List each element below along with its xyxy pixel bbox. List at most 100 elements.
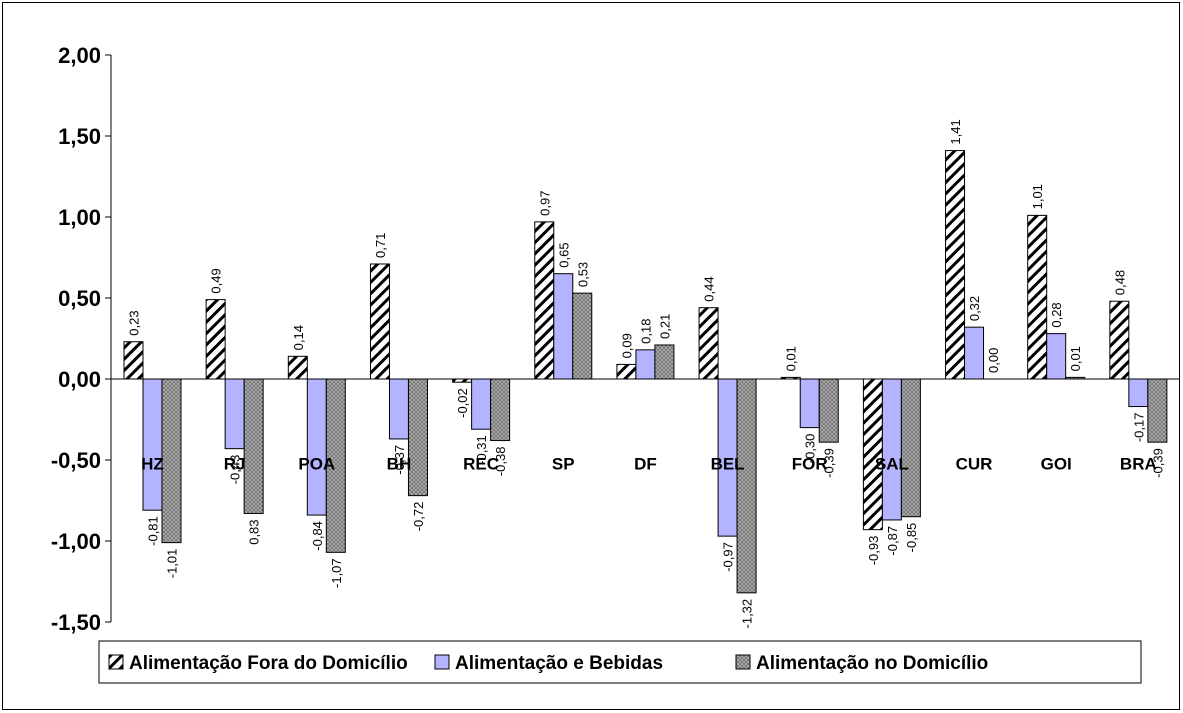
bar [1046, 333, 1067, 380]
y-tick-label: -1,00 [51, 529, 101, 554]
bar [407, 378, 428, 497]
bar [1065, 376, 1086, 380]
axes: 2,00 1,50 1,00 0,50 0,00 -0,50 -1,00 -1,50 [51, 43, 1179, 635]
data-label: 0,01 [1068, 346, 1083, 371]
data-labels: 0,23 0,49 0,14 0,71 -0,02 0,97 0,09 0,44 0,01 -0,… [127, 119, 1166, 628]
bar [1128, 378, 1149, 408]
data-label: -0,72 [411, 502, 426, 532]
category-label: BH [387, 455, 412, 474]
category-label: FOR [792, 455, 828, 474]
bar [471, 378, 492, 430]
bar [490, 378, 511, 442]
bar [818, 378, 839, 443]
data-label: 1,01 [1030, 184, 1045, 209]
legend-swatch [108, 654, 124, 670]
data-label: 0,21 [657, 314, 672, 339]
data-label: 0,48 [1112, 270, 1127, 295]
bar [654, 344, 675, 380]
category-label: DF [634, 455, 657, 474]
data-label: -0,39 [822, 448, 837, 478]
data-label: -0,85 [904, 523, 919, 553]
data-label: 0,14 [291, 325, 306, 350]
data-label: 0,23 [127, 310, 142, 335]
legend-label: Alimentação e Bebidas [455, 653, 663, 674]
bar [799, 378, 820, 429]
y-tick-label: 2,00 [58, 43, 101, 68]
legend-label: Alimentação Fora do Domicílio [129, 653, 408, 674]
category-labels: HZ RJ POA BH REC SP DF BEL FOR SAL CUR GOI BRA [141, 455, 1157, 474]
bar [161, 378, 182, 544]
category-label: HZ [141, 455, 164, 474]
data-label: -0,31 [474, 435, 489, 465]
bar [1147, 378, 1168, 443]
bar [123, 341, 144, 380]
data-label: -0,39 [1150, 448, 1165, 478]
bar [243, 378, 264, 514]
data-label: 0,65 [556, 242, 571, 267]
data-label: -0,17 [1131, 413, 1146, 443]
data-label: -0,37 [392, 445, 407, 475]
legend-swatch [434, 654, 450, 670]
data-label: 0,83 [247, 519, 262, 544]
data-label: -0,97 [721, 542, 736, 572]
data-label: 1,41 [948, 119, 963, 144]
y-tick-label: 0,50 [58, 286, 101, 311]
bar [224, 378, 245, 450]
y-tick-label: -0,50 [51, 448, 101, 473]
y-tick-label: 0,00 [58, 367, 101, 392]
data-label: 0,44 [702, 276, 717, 301]
data-label: -1,07 [329, 558, 344, 588]
bar [306, 378, 327, 516]
bar [325, 378, 346, 553]
category-label: REC [463, 455, 499, 474]
category-label: GOI [1041, 455, 1072, 474]
bar [287, 355, 308, 380]
y-tick-label: 1,50 [58, 124, 101, 149]
bar [945, 150, 966, 380]
bar [736, 378, 757, 594]
bar [1109, 300, 1130, 380]
data-label: 0,53 [575, 262, 590, 287]
bar [780, 376, 801, 380]
data-label: -1,32 [740, 599, 755, 629]
bar [553, 273, 574, 380]
bar [616, 363, 637, 380]
category-label: CUR [956, 455, 993, 474]
bar [388, 378, 409, 440]
data-label: 0,97 [537, 191, 552, 216]
bar [572, 292, 593, 380]
category-label: BEL [711, 455, 745, 474]
bar [1027, 214, 1048, 380]
legend: Alimentação Fora do Domicílio Alimentação… [98, 640, 1142, 684]
category-label: BRA [1120, 455, 1157, 474]
legend-label: Alimentação no Domicílio [756, 653, 988, 674]
bar [881, 378, 902, 521]
bar [964, 326, 985, 380]
data-label: 0,00 [986, 348, 1001, 373]
y-tick-label: -1,50 [51, 610, 101, 635]
data-label: 0,71 [373, 233, 388, 258]
data-label: 0,49 [209, 268, 224, 293]
bar [900, 378, 921, 518]
bar [452, 378, 473, 383]
legend-swatch [735, 654, 751, 670]
category-label: POA [298, 455, 335, 474]
data-label: -0,81 [146, 516, 161, 546]
data-label: -0,84 [310, 521, 325, 551]
data-label: -0,43 [228, 455, 243, 485]
data-label: -0,30 [803, 434, 818, 464]
category-label: SP [552, 455, 575, 474]
data-label: -1,01 [165, 549, 180, 579]
data-label: 0,32 [967, 296, 982, 321]
category-label: SAL [875, 455, 909, 474]
bar [635, 349, 656, 380]
data-label: 0,01 [784, 346, 799, 371]
bar [369, 263, 390, 380]
data-label: -0,93 [866, 536, 881, 566]
legend-box [98, 640, 1142, 684]
data-label: -0,87 [885, 526, 900, 556]
bar [698, 307, 719, 380]
category-label: RJ [224, 455, 246, 474]
bar-chart: 2,00 1,50 1,00 0,50 0,00 -0,50 -1,00 -1,50 HZ RJ… [51, 43, 1179, 684]
